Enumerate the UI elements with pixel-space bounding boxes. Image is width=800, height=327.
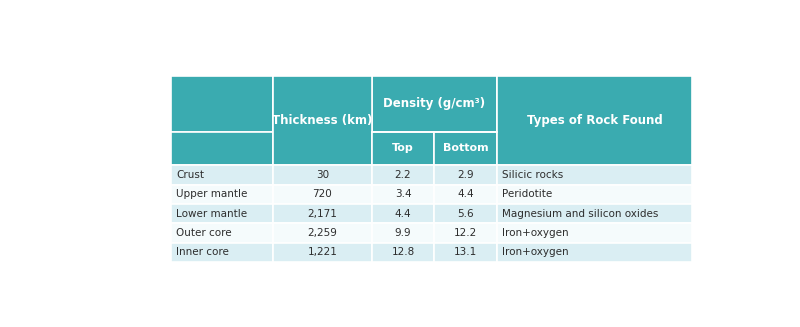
Text: Lower mantle: Lower mantle — [176, 209, 247, 219]
FancyBboxPatch shape — [273, 76, 372, 165]
FancyBboxPatch shape — [273, 243, 372, 262]
FancyBboxPatch shape — [372, 184, 434, 204]
FancyBboxPatch shape — [171, 76, 273, 132]
FancyBboxPatch shape — [273, 76, 372, 132]
Text: Density (g/cm³): Density (g/cm³) — [383, 97, 486, 110]
Text: 12.8: 12.8 — [391, 248, 414, 257]
Text: 720: 720 — [313, 189, 332, 199]
FancyBboxPatch shape — [434, 243, 497, 262]
FancyBboxPatch shape — [497, 184, 692, 204]
Text: 3.4: 3.4 — [394, 189, 411, 199]
FancyBboxPatch shape — [372, 243, 434, 262]
Text: 2.2: 2.2 — [394, 170, 411, 180]
Text: 12.2: 12.2 — [454, 228, 477, 238]
FancyBboxPatch shape — [171, 223, 273, 243]
Text: Thickness (km): Thickness (km) — [272, 114, 373, 127]
FancyBboxPatch shape — [273, 223, 372, 243]
FancyBboxPatch shape — [171, 184, 273, 204]
Text: Outer core: Outer core — [176, 228, 232, 238]
FancyBboxPatch shape — [372, 76, 497, 132]
FancyBboxPatch shape — [497, 204, 692, 223]
Text: 4.4: 4.4 — [394, 209, 411, 219]
Text: 30: 30 — [316, 170, 329, 180]
Text: 2.9: 2.9 — [458, 170, 474, 180]
Text: 9.9: 9.9 — [394, 228, 411, 238]
Text: 5.6: 5.6 — [458, 209, 474, 219]
Text: 2,171: 2,171 — [307, 209, 338, 219]
FancyBboxPatch shape — [434, 132, 497, 165]
FancyBboxPatch shape — [171, 132, 273, 165]
Text: Bottom: Bottom — [442, 144, 488, 153]
Text: Upper mantle: Upper mantle — [176, 189, 248, 199]
FancyBboxPatch shape — [372, 204, 434, 223]
FancyBboxPatch shape — [372, 223, 434, 243]
FancyBboxPatch shape — [434, 184, 497, 204]
FancyBboxPatch shape — [497, 223, 692, 243]
FancyBboxPatch shape — [171, 165, 273, 184]
Text: Peridotite: Peridotite — [502, 189, 552, 199]
Text: Crust: Crust — [176, 170, 204, 180]
Text: Types of Rock Found: Types of Rock Found — [526, 114, 662, 127]
Text: 4.4: 4.4 — [458, 189, 474, 199]
FancyBboxPatch shape — [434, 204, 497, 223]
FancyBboxPatch shape — [372, 165, 434, 184]
FancyBboxPatch shape — [497, 76, 692, 165]
FancyBboxPatch shape — [372, 132, 434, 165]
Text: Top: Top — [392, 144, 414, 153]
FancyBboxPatch shape — [497, 76, 692, 132]
Text: Inner core: Inner core — [176, 248, 229, 257]
FancyBboxPatch shape — [171, 204, 273, 223]
FancyBboxPatch shape — [273, 165, 372, 184]
Text: 1,221: 1,221 — [307, 248, 338, 257]
FancyBboxPatch shape — [273, 184, 372, 204]
Text: Magnesium and silicon oxides: Magnesium and silicon oxides — [502, 209, 658, 219]
FancyBboxPatch shape — [497, 243, 692, 262]
FancyBboxPatch shape — [171, 243, 273, 262]
FancyBboxPatch shape — [273, 204, 372, 223]
Text: Iron+oxygen: Iron+oxygen — [502, 228, 568, 238]
FancyBboxPatch shape — [434, 223, 497, 243]
Text: Iron+oxygen: Iron+oxygen — [502, 248, 568, 257]
FancyBboxPatch shape — [497, 165, 692, 184]
Text: 2,259: 2,259 — [307, 228, 338, 238]
Text: Silicic rocks: Silicic rocks — [502, 170, 563, 180]
FancyBboxPatch shape — [434, 165, 497, 184]
Text: 13.1: 13.1 — [454, 248, 477, 257]
